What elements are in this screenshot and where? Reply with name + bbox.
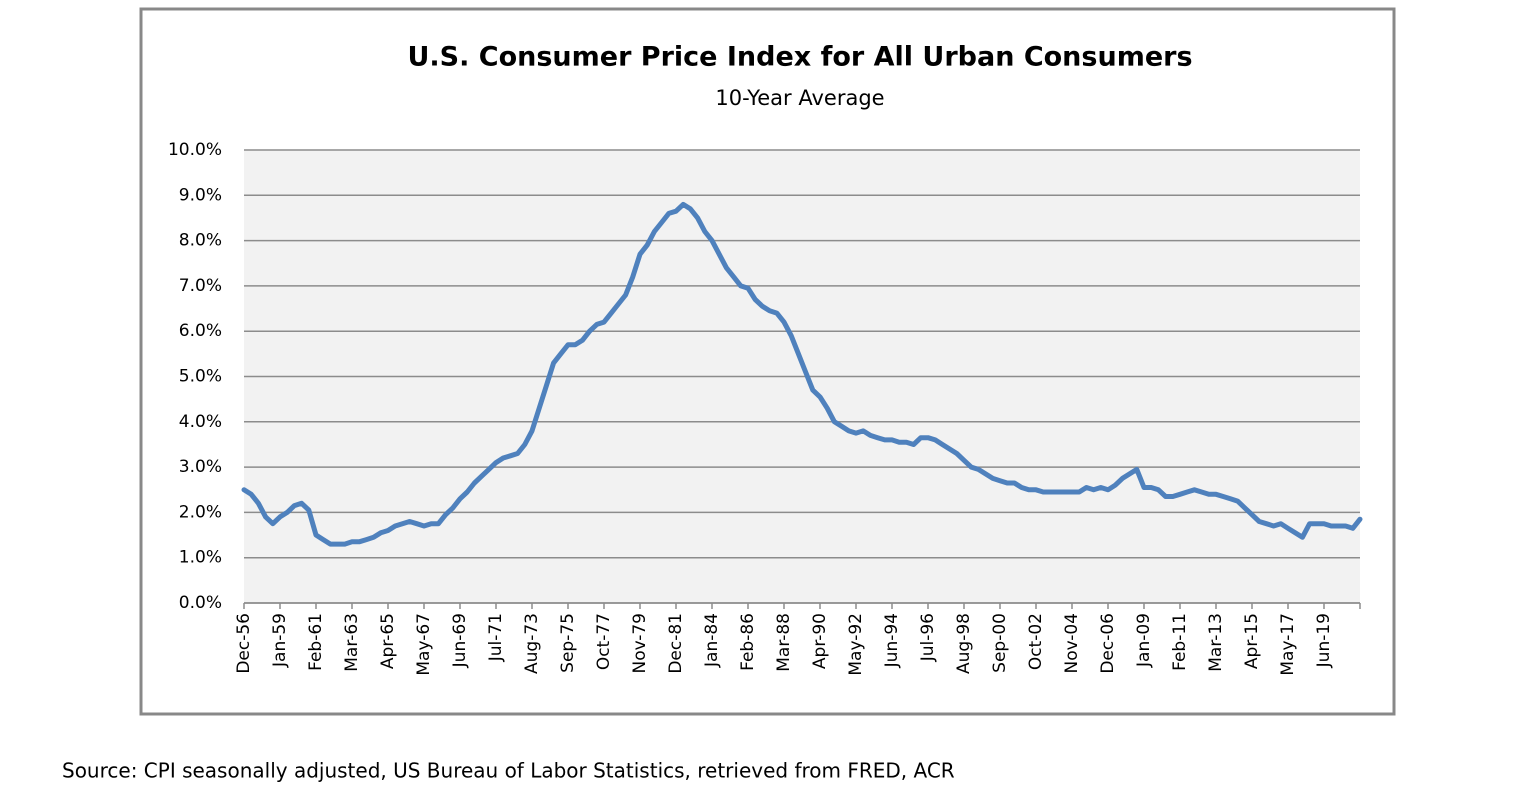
y-tick-label: 4.0% [179, 412, 222, 432]
x-tick-label: Oct-02 [1026, 613, 1046, 670]
x-tick-label: Oct-77 [594, 613, 614, 670]
x-tick-label: Dec-81 [666, 613, 686, 674]
x-tick-label: Apr-65 [378, 613, 398, 669]
x-tick-label: May-92 [846, 613, 866, 676]
y-tick-label: 2.0% [179, 502, 222, 522]
y-tick-label: 5.0% [179, 367, 222, 387]
x-tick-label: Jul-71 [486, 613, 506, 662]
x-tick-label: Jun-94 [882, 613, 902, 668]
x-tick-label: Apr-90 [810, 613, 830, 669]
chart-subtitle: 10-Year Average [715, 86, 884, 110]
y-tick-label: 9.0% [179, 185, 222, 205]
x-tick-label: Nov-04 [1062, 613, 1082, 674]
x-tick-label: Mar-88 [774, 613, 794, 672]
x-tick-label: Jun-69 [450, 613, 470, 668]
y-tick-label: 8.0% [179, 231, 222, 251]
x-tick-label: Sep-75 [558, 613, 578, 673]
y-tick-label: 10.0% [168, 140, 222, 160]
source-note: Source: CPI seasonally adjusted, US Bure… [62, 759, 955, 783]
x-tick-label: Sep-00 [990, 613, 1010, 673]
x-tick-label: May-17 [1278, 613, 1298, 676]
x-tick-label: Jan-84 [702, 613, 722, 668]
x-tick-label: Aug-98 [954, 613, 974, 674]
x-tick-label: Jun-19 [1314, 613, 1334, 668]
x-tick-label: Jan-09 [1134, 613, 1154, 668]
x-tick-label: Feb-86 [738, 613, 758, 671]
x-tick-label: Aug-73 [522, 613, 542, 674]
x-tick-label: Feb-11 [1170, 613, 1190, 671]
chart-title: U.S. Consumer Price Index for All Urban … [407, 42, 1192, 73]
y-tick-label: 6.0% [179, 321, 222, 341]
x-tick-label: Dec-06 [1098, 613, 1118, 674]
x-tick-label: Jul-96 [918, 613, 938, 662]
y-tick-label: 3.0% [179, 457, 222, 477]
x-tick-label: Jan-59 [270, 613, 290, 668]
data-line [241, 201, 1363, 547]
x-tick-label: Dec-56 [234, 613, 254, 674]
y-tick-label: 0.0% [179, 593, 222, 613]
x-tick-label: Apr-15 [1242, 613, 1262, 669]
x-tick-label: Mar-63 [342, 613, 362, 672]
x-tick-label: May-67 [414, 613, 434, 676]
y-tick-label: 1.0% [179, 548, 222, 568]
x-tick-label: Nov-79 [630, 613, 650, 674]
y-tick-label: 7.0% [179, 276, 222, 296]
x-tick-label: Feb-61 [306, 613, 326, 671]
x-tick-label: Mar-13 [1206, 613, 1226, 672]
